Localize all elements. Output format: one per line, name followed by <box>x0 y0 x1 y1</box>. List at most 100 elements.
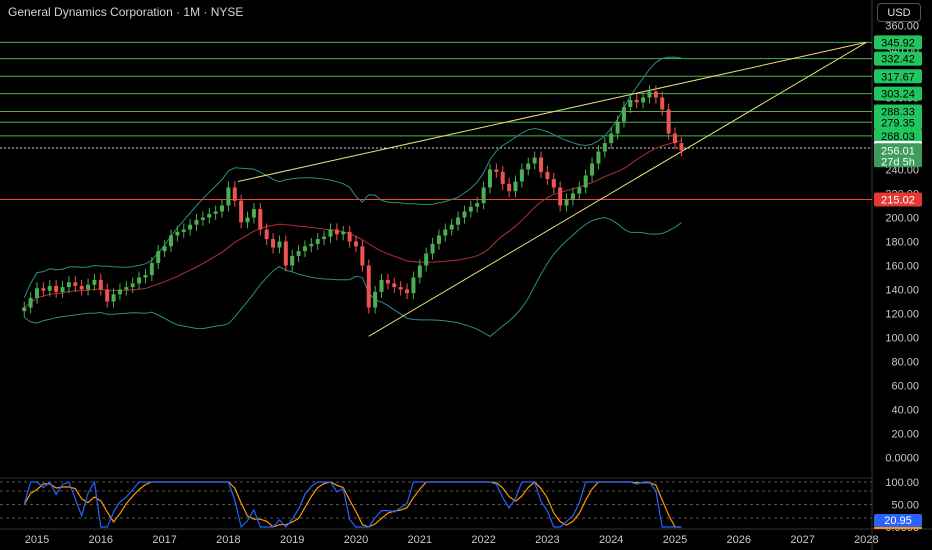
candle-body <box>181 229 186 232</box>
price-level-label: 268.03 <box>881 131 915 143</box>
candle-body <box>602 143 607 152</box>
y-tick-label: 200.00 <box>885 213 919 225</box>
candle-body <box>334 229 339 235</box>
x-tick-label: 2018 <box>216 534 240 546</box>
candle-body <box>424 253 429 266</box>
x-tick-label: 2015 <box>25 534 49 546</box>
stochastic-d-tag <box>874 527 922 529</box>
y-tick-label: 160.00 <box>885 261 919 273</box>
candle-body <box>436 235 441 244</box>
candle-body <box>539 157 544 172</box>
candle-body <box>660 97 665 110</box>
candle-body <box>379 279 384 292</box>
price-level-label: 317.67 <box>881 71 915 83</box>
candle-body <box>232 187 237 201</box>
candle-body <box>296 251 301 256</box>
x-tick-label: 2019 <box>280 534 304 546</box>
price-level-tag <box>874 51 922 66</box>
candle-body <box>526 163 531 170</box>
currency-button[interactable]: USD <box>877 3 921 22</box>
candle-body <box>130 283 135 288</box>
bollinger-upper-band <box>23 56 682 299</box>
chart-title: General Dynamics Corporation · 1M · NYSE <box>8 5 244 19</box>
bollinger-lower-band <box>23 217 682 338</box>
candle-body <box>22 307 27 312</box>
candle-body <box>628 99 633 108</box>
candle-body <box>596 151 601 164</box>
candle-body <box>347 231 352 242</box>
candle-body <box>117 289 122 295</box>
candle-body <box>47 285 52 291</box>
y-tick-label: 240.00 <box>885 165 919 177</box>
price-level-tag <box>874 86 922 101</box>
candle-body <box>60 287 65 292</box>
candle-body <box>551 179 556 188</box>
candle-body <box>41 288 46 291</box>
candle-body <box>251 209 256 218</box>
candle-body <box>615 121 620 134</box>
candle-body <box>417 265 422 278</box>
candle-body <box>239 200 244 223</box>
candle-body <box>385 279 390 284</box>
x-tick-label: 2026 <box>727 534 751 546</box>
y-tick-label: 80.00 <box>891 357 919 369</box>
y-tick-label: 360.00 <box>885 21 919 33</box>
moving-average-line <box>23 139 682 308</box>
candle-body <box>475 203 480 207</box>
candle-body <box>411 277 416 294</box>
candle-body <box>207 213 212 218</box>
candle-body <box>213 211 218 214</box>
candle-body <box>392 283 397 288</box>
candle-body <box>98 279 103 290</box>
candle-body <box>200 217 205 220</box>
candle-body <box>28 297 33 308</box>
candle-body <box>220 205 225 212</box>
candle-body <box>258 209 263 230</box>
y-tick-label: 60.00 <box>891 381 919 393</box>
support-tag <box>874 192 922 207</box>
price-level-tag <box>874 115 922 130</box>
candle-body <box>162 246 167 252</box>
trendline[interactable] <box>237 41 867 182</box>
last-price-tag <box>874 143 922 168</box>
candle-body <box>405 289 410 294</box>
candle-body <box>679 143 684 151</box>
y-tick-label: 0.0000 <box>885 453 919 465</box>
candle-body <box>532 157 537 164</box>
stochastic-k-line <box>23 480 682 529</box>
candle-body <box>309 243 314 247</box>
candle-body <box>66 282 71 288</box>
x-tick-label: 2017 <box>152 534 176 546</box>
candle-body <box>558 187 563 206</box>
candle-body <box>462 211 467 218</box>
candle-body <box>322 236 327 240</box>
candle-body <box>188 224 193 230</box>
candle-body <box>175 231 180 236</box>
x-tick-label: 2024 <box>599 534 623 546</box>
x-tick-label: 2023 <box>535 534 559 546</box>
candle-body <box>641 97 646 103</box>
candle-body <box>398 287 403 290</box>
candle-body <box>590 163 595 176</box>
candle-body <box>449 224 454 230</box>
candle-body <box>507 183 512 192</box>
trendline[interactable] <box>368 41 867 337</box>
candle-body <box>226 187 231 206</box>
candle-body <box>545 171 550 180</box>
stochastic-k-value: 20.95 <box>884 515 912 527</box>
oscillator-tick-label: 50.00 <box>891 500 919 512</box>
candle-body <box>264 229 269 240</box>
x-tick-label: 2020 <box>344 534 368 546</box>
candle-body <box>73 282 78 286</box>
x-tick-label: 2027 <box>790 534 814 546</box>
oscillator-tick-label: 100.00 <box>885 477 919 489</box>
candle-body <box>494 169 499 172</box>
candle-body <box>149 263 154 276</box>
candle-body <box>456 217 461 225</box>
candle-body <box>360 246 365 266</box>
candle-body <box>271 239 276 248</box>
candle-body <box>577 187 582 194</box>
candle-body <box>245 217 250 223</box>
last-price-label: 256.01 <box>881 145 915 157</box>
